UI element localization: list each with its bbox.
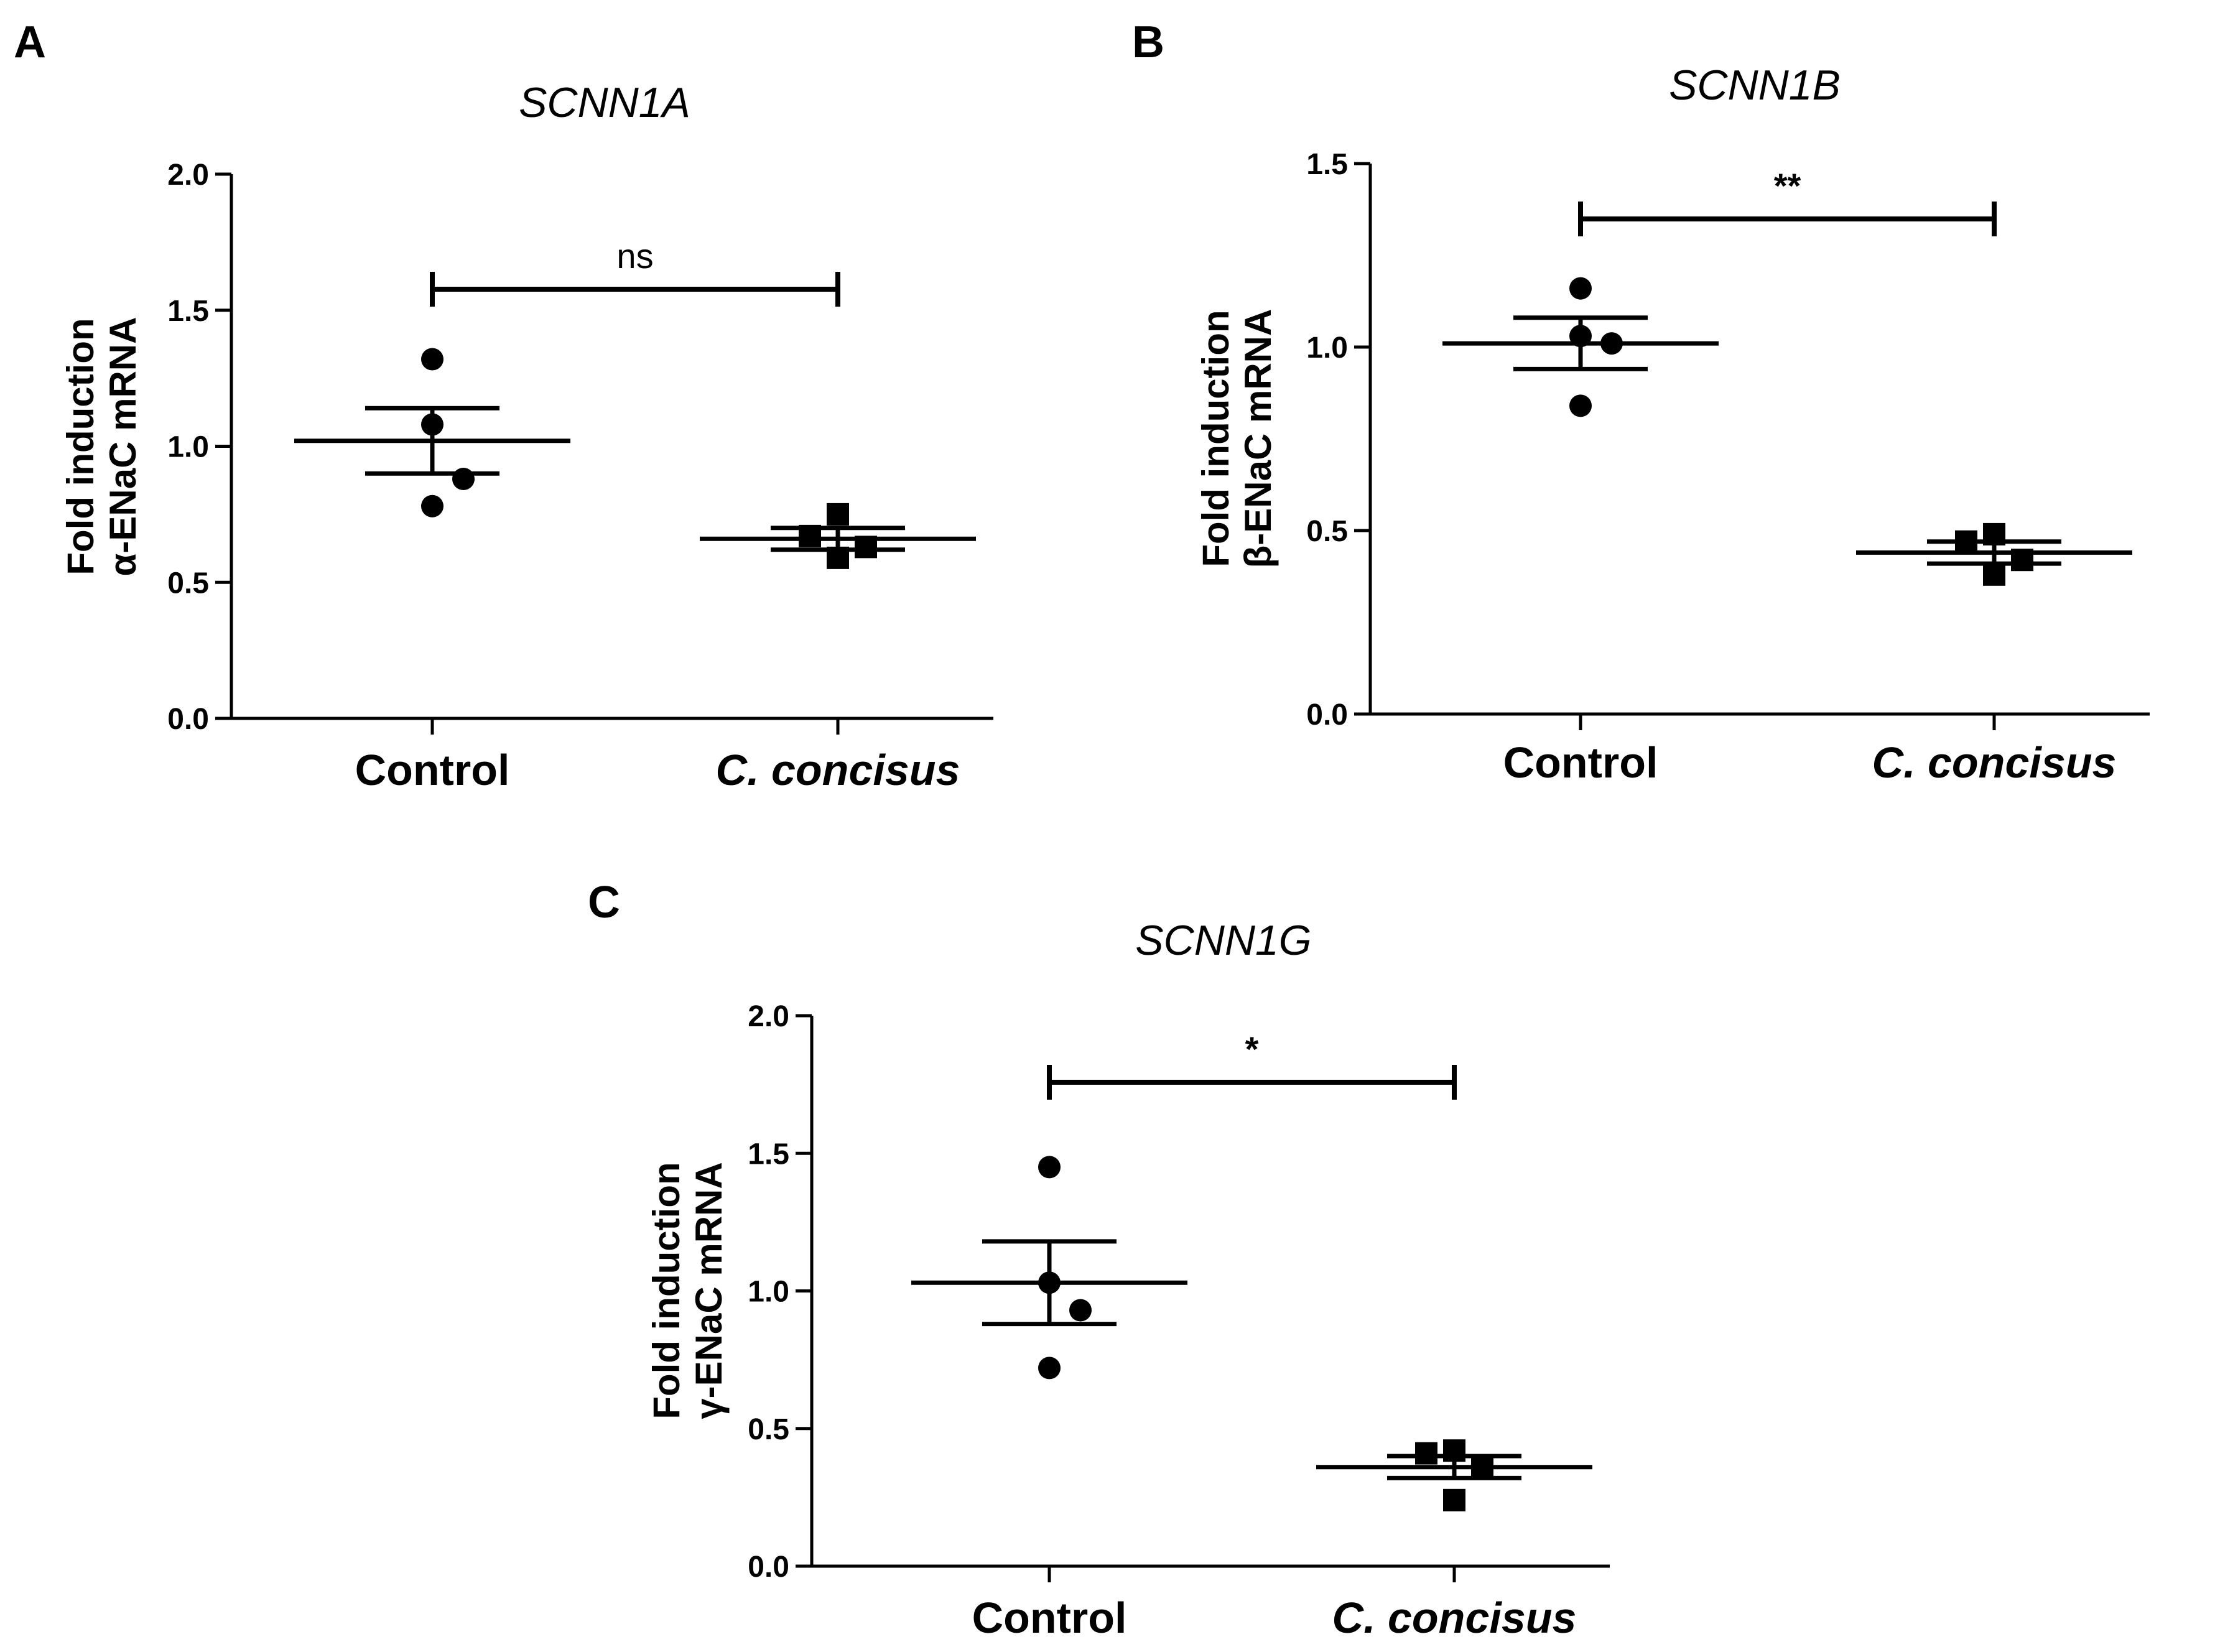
y-tick-label: 1.5: [167, 295, 209, 328]
y-tick-label: 1.0: [167, 431, 209, 464]
data-point-square: [1415, 1442, 1437, 1465]
x-category-label: C. concisus: [1332, 1594, 1577, 1642]
y-tick-label: 1.0: [1306, 332, 1348, 364]
y-axis-label: Fold inductionβ-ENaC mRNA: [1195, 309, 1279, 568]
y-tick-label: 0.0: [1306, 698, 1348, 731]
data-point-square: [1983, 522, 2005, 545]
y-tick-label: 2.0: [167, 159, 209, 192]
data-point-circle: [1569, 394, 1592, 417]
y-axis-label-line: α-ENaC mRNA: [102, 317, 144, 577]
y-tick-label: 0.0: [748, 1551, 789, 1584]
panel-letter: A: [14, 17, 46, 67]
data-point-circle: [1038, 1156, 1061, 1179]
panel-letter: B: [1132, 17, 1164, 67]
data-point-circle: [421, 348, 443, 371]
y-tick-label: 0.0: [167, 703, 209, 736]
y-tick-label: 0.5: [748, 1413, 789, 1446]
y-tick-label: 1.5: [748, 1138, 789, 1171]
significance-label: **: [1774, 166, 1801, 205]
data-point-square: [1443, 1439, 1465, 1462]
data-point-square: [799, 524, 821, 547]
y-axis-label: Fold inductionγ-ENaC mRNA: [646, 1162, 730, 1419]
data-point-circle: [421, 494, 443, 517]
data-point-circle: [1600, 332, 1623, 355]
significance-label: ns: [616, 236, 653, 276]
data-point-circle: [452, 468, 475, 490]
y-tick-label: 2.0: [748, 1000, 789, 1033]
y-axis-label-line: γ-ENaC mRNA: [688, 1162, 730, 1419]
y-tick-label: 0.5: [167, 567, 209, 600]
significance-label: *: [1245, 1029, 1259, 1069]
x-category-label: Control: [972, 1594, 1127, 1642]
y-axis-label-line: β-ENaC mRNA: [1237, 309, 1279, 568]
panel-a: A SCNN1A Fold inductionα-ENaC mRNA 0.0 0.5 1.…: [14, 17, 993, 794]
y-axis-label-line: Fold induction: [1195, 310, 1237, 567]
y-tick-label: 1.0: [748, 1276, 789, 1309]
data-point-circle: [1038, 1357, 1061, 1380]
data-point-square: [1443, 1488, 1465, 1511]
data-point-square: [855, 536, 877, 559]
data-point-circle: [1069, 1299, 1092, 1322]
data-point-square: [2011, 549, 2033, 572]
y-tick-label: 1.5: [1306, 148, 1348, 181]
panel-b: B SCNN1B Fold inductionβ-ENaC mRNA 0.0 0.5 1.…: [1132, 17, 2150, 787]
data-point-circle: [1038, 1271, 1061, 1294]
panel-letter: C: [588, 878, 620, 927]
y-axis-label-line: Fold induction: [60, 318, 101, 575]
x-category-label: Control: [355, 746, 510, 794]
data-point-circle: [1569, 325, 1592, 348]
chart-title: SCNN1B: [1669, 62, 1841, 109]
data-point-square: [1955, 530, 1977, 553]
panel-c: C SCNN1G Fold inductionγ-ENaC mRNA 0.0 0.5 1.…: [588, 878, 1610, 1642]
data-point-square: [1983, 563, 2005, 586]
data-point-circle: [1569, 277, 1592, 300]
x-category-label: C. concisus: [1872, 738, 2117, 787]
data-point-square: [1471, 1455, 1493, 1478]
y-axis-label-line: Fold induction: [646, 1162, 687, 1419]
chart-title: SCNN1A: [519, 79, 690, 126]
x-category-label: C. concisus: [716, 746, 960, 794]
data-point-square: [827, 503, 849, 526]
chart-title: SCNN1G: [1135, 917, 1311, 964]
data-point-circle: [421, 413, 443, 436]
data-point-square: [827, 546, 849, 569]
y-axis-label: Fold inductionα-ENaC mRNA: [60, 317, 144, 577]
x-category-label: Control: [1503, 738, 1658, 787]
y-tick-label: 0.5: [1306, 515, 1348, 548]
